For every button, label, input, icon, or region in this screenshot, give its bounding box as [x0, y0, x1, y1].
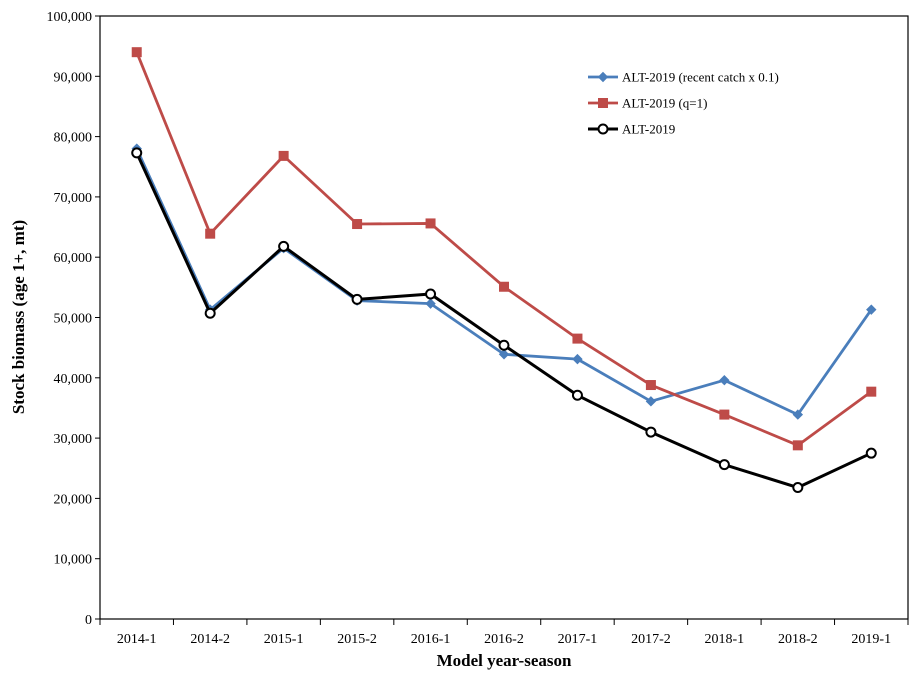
data-point [204, 307, 216, 319]
y-tick-label: 60,000 [54, 251, 93, 266]
data-point [498, 339, 510, 351]
y-tick-label: 90,000 [54, 70, 93, 85]
data-point [499, 281, 509, 292]
x-tick-label: 2015-1 [264, 632, 304, 647]
y-tick-label: 10,000 [54, 553, 93, 568]
data-point [351, 293, 363, 305]
x-tick-label: 2017-2 [631, 632, 671, 647]
legend-item: ALT-2019 (recent catch x 0.1) [588, 70, 779, 85]
data-point [792, 440, 803, 451]
data-point [865, 447, 877, 459]
y-tick-label: 50,000 [54, 312, 93, 327]
x-tick-label: 2017-1 [558, 632, 598, 647]
data-point [425, 288, 437, 300]
y-tick-label: 70,000 [54, 191, 93, 206]
legend-marker [598, 98, 608, 108]
legend-label: ALT-2019 (q=1) [622, 96, 707, 111]
data-point [792, 409, 804, 420]
y-tick-label: 100,000 [47, 10, 93, 25]
legend-label: ALT-2019 [622, 122, 675, 137]
data-point [792, 482, 804, 494]
data-point [719, 375, 730, 386]
data-point [645, 426, 657, 438]
x-axis: 2014-1 2014-2 2015-1 2015-2 2016-1 2016-2 2017… [99, 619, 909, 647]
legend-item: ALT-2019 (q=1) [588, 96, 707, 111]
y-tick-label: 40,000 [54, 372, 93, 387]
data-point [278, 240, 290, 252]
y-axis-title: Stock biomass (age 1+, mt) [9, 220, 28, 414]
legend-item: ALT-2019 [588, 122, 675, 137]
legend: ALT-2019 (recent catch x 0.1) ALT-2019 (q… [588, 70, 779, 137]
series-2 [131, 47, 877, 451]
data-point [498, 349, 510, 360]
data-point [718, 459, 730, 471]
y-tick-label: 20,000 [54, 492, 93, 507]
x-tick-label: 2014-1 [117, 632, 157, 647]
data-point [572, 353, 583, 365]
data-point [425, 298, 436, 309]
x-tick-label: 2014-2 [190, 632, 230, 647]
data-point [645, 396, 657, 407]
x-tick-label: 2015-2 [337, 632, 377, 647]
data-point [866, 386, 877, 397]
data-point [131, 147, 143, 159]
data-point [131, 47, 142, 58]
legend-marker [597, 123, 609, 135]
legend-marker [597, 71, 609, 83]
y-tick-label: 30,000 [54, 432, 93, 447]
x-axis-title: Model year-season [437, 651, 572, 670]
legend-label: ALT-2019 (recent catch x 0.1) [622, 70, 779, 85]
series-3 [131, 147, 877, 494]
x-tick-label: 2018-2 [778, 632, 818, 647]
x-tick-label: 2016-2 [484, 632, 524, 647]
data-point [719, 409, 730, 420]
y-axis: 0 10,000 20,000 30,000 40,000 50,000 60,000 70,… [47, 10, 100, 628]
data-point [425, 218, 436, 229]
series-layer [131, 47, 877, 494]
data-point [352, 219, 363, 230]
plot-area [99, 15, 909, 620]
data-point [278, 150, 289, 161]
y-tick-label: 0 [85, 613, 92, 628]
x-tick-label: 2016-1 [411, 632, 451, 647]
x-tick-label: 2018-1 [705, 632, 745, 647]
data-point [866, 304, 877, 315]
data-point [205, 228, 216, 239]
y-tick-label: 80,000 [54, 131, 93, 146]
x-tick-label: 2019-1 [851, 632, 891, 647]
data-point [645, 380, 656, 391]
data-point [571, 389, 583, 401]
data-point [572, 333, 583, 344]
